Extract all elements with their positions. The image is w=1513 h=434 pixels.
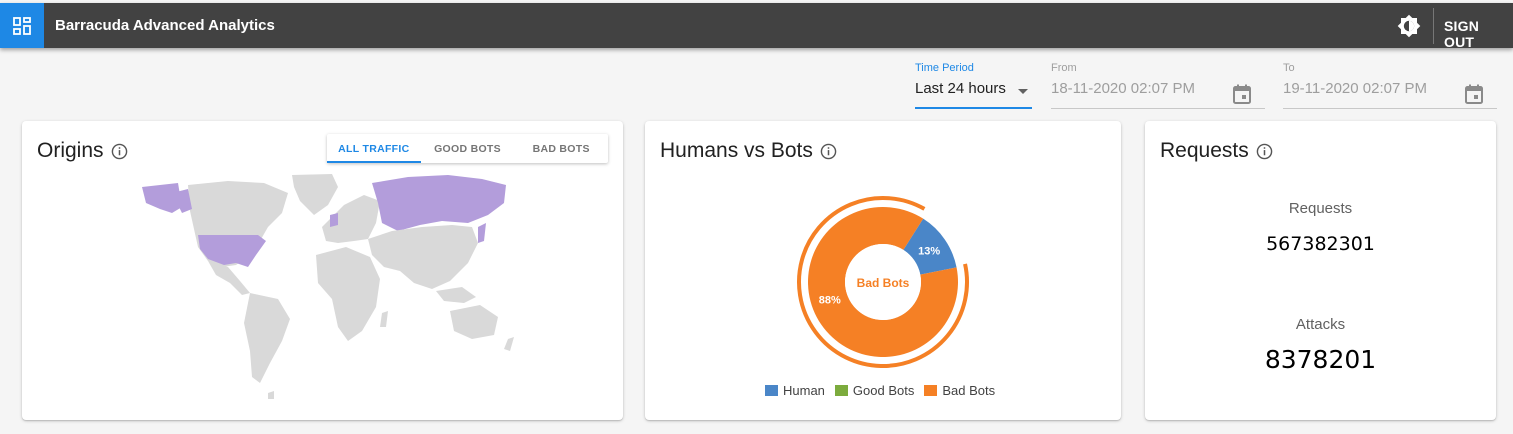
human-percent-label: 13% — [918, 245, 940, 257]
selected-slice-highlight-arc — [797, 196, 969, 368]
map-region-usa — [198, 235, 266, 267]
humans-vs-bots-donut-chart: Bad Bots 13% 88% — [797, 196, 969, 368]
requests-card: Requests Requests 567382301 Attacks 8378… — [1145, 121, 1496, 420]
tab-all-traffic[interactable]: ALL TRAFFIC — [327, 134, 421, 163]
donut-legend: Human Good Bots Bad Bots — [765, 383, 995, 398]
traffic-filter-tabs: ALL TRAFFIC GOOD BOTS BAD BOTS — [327, 134, 608, 163]
toolbar-divider — [1433, 8, 1434, 44]
to-date-field[interactable]: To 19-11-2020 02:07 PM — [1283, 62, 1497, 109]
origins-card: Origins ALL TRAFFIC GOOD BOTS BAD BOTS — [22, 121, 623, 420]
app-title: Barracuda Advanced Analytics — [55, 17, 275, 34]
legend-label: Human — [783, 383, 825, 398]
map-region-se-asia — [436, 287, 476, 303]
map-region-japan — [478, 223, 486, 243]
time-period-value: Last 24 hours — [915, 80, 1006, 97]
map-region-uk — [330, 213, 338, 227]
dropdown-arrow-icon — [1018, 89, 1028, 94]
legend-item-good-bots[interactable]: Good Bots — [834, 383, 915, 398]
time-period-select[interactable]: Time Period Last 24 hours — [915, 62, 1032, 109]
field-underline — [1283, 108, 1497, 109]
requests-title-row: Requests — [1160, 139, 1273, 163]
map-region-new-zealand — [504, 337, 514, 351]
requests-metric-value: 567382301 — [1266, 233, 1375, 255]
origins-title-row: Origins — [37, 139, 128, 163]
sign-out-button[interactable]: SIGN OUT — [1444, 18, 1480, 50]
dashboard-grid-icon — [13, 16, 31, 35]
map-region-madagascar — [380, 311, 388, 327]
donut-center-label: Bad Bots — [857, 276, 910, 290]
map-region-alaska — [142, 183, 182, 213]
field-underline — [1051, 108, 1265, 109]
info-icon[interactable] — [1256, 143, 1273, 160]
calendar-icon[interactable] — [1465, 84, 1483, 104]
to-value: 19-11-2020 02:07 PM — [1283, 80, 1427, 97]
tab-good-bots[interactable]: GOOD BOTS — [434, 142, 501, 155]
brightness-icon — [1397, 14, 1421, 38]
legend-item-bad-bots[interactable]: Bad Bots — [924, 383, 995, 398]
donut-hole — [845, 244, 921, 320]
origins-title: Origins — [37, 139, 104, 162]
map-region-central-america — [208, 261, 250, 295]
donut-slice-bad-bots[interactable] — [808, 207, 958, 357]
field-underline — [915, 107, 1032, 109]
legend-swatch — [765, 385, 778, 396]
map-region-africa — [316, 247, 380, 341]
map-region-europe — [322, 195, 380, 243]
to-label: To — [1283, 62, 1295, 74]
info-icon[interactable] — [111, 143, 128, 160]
map-region-russia — [372, 175, 506, 231]
donut-slice-human[interactable] — [903, 218, 957, 275]
legend-label: Bad Bots — [942, 383, 996, 398]
calendar-icon[interactable] — [1233, 84, 1251, 104]
requests-metric-label: Requests — [1288, 200, 1353, 217]
requests-title: Requests — [1160, 139, 1249, 162]
from-label: From — [1051, 62, 1077, 74]
top-bar: Barracuda Advanced Analytics SIGN OUT — [0, 3, 1513, 50]
map-region-australia — [450, 305, 498, 339]
bad-bots-percent-label: 88% — [819, 294, 841, 306]
humans-vs-bots-title: Humans vs Bots — [660, 139, 813, 162]
map-region-greenland — [292, 174, 338, 215]
map-region-islands — [268, 391, 274, 399]
tab-bad-bots[interactable]: BAD BOTS — [532, 142, 590, 155]
attacks-metric-label: Attacks — [1295, 316, 1346, 333]
info-icon[interactable] — [820, 143, 837, 160]
app-switcher-button[interactable] — [0, 3, 44, 48]
map-region-asia — [368, 225, 478, 289]
attacks-metric-value: 8378201 — [1264, 345, 1377, 374]
world-map — [142, 174, 514, 399]
theme-toggle-button[interactable] — [1396, 13, 1422, 39]
time-period-label: Time Period — [915, 62, 974, 74]
legend-label: Good Bots — [852, 383, 915, 398]
legend-swatch — [834, 385, 848, 396]
map-region-south-america — [244, 293, 290, 383]
humans-vs-bots-title-row: Humans vs Bots — [660, 139, 837, 163]
legend-item-human[interactable]: Human — [765, 383, 825, 398]
legend-swatch — [924, 385, 938, 396]
from-date-field[interactable]: From 18-11-2020 02:07 PM — [1051, 62, 1265, 109]
humans-vs-bots-card: Humans vs Bots Bad Bots 13% 88% Human Go… — [645, 121, 1121, 420]
from-value: 18-11-2020 02:07 PM — [1051, 80, 1195, 97]
map-region-canada-west — [172, 189, 192, 213]
